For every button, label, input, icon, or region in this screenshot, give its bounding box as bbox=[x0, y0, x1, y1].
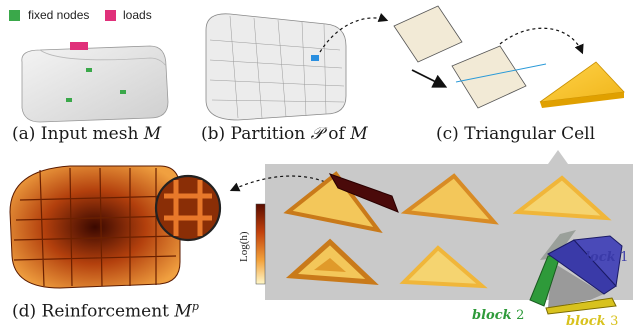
cell-variant bbox=[399, 245, 488, 289]
fixed-nodes-label: fixed nodes bbox=[28, 8, 90, 22]
triangular-cell bbox=[539, 61, 625, 108]
fixed-nodes-swatch bbox=[9, 10, 20, 21]
loads-swatch bbox=[105, 10, 116, 21]
block-2-label: block 2 bbox=[472, 308, 524, 323]
block-3-num: 3 bbox=[610, 314, 619, 329]
dashed-arrow bbox=[319, 12, 389, 53]
zoom-inset bbox=[154, 174, 222, 242]
caption-a-var: M bbox=[143, 124, 162, 144]
cell-variant bbox=[285, 238, 379, 286]
cell-variant bbox=[400, 173, 499, 225]
colorbar-label: Log(h) bbox=[238, 231, 250, 262]
caption-d-text: (d) Reinforcement bbox=[12, 301, 175, 322]
block-1-num: 1 bbox=[620, 250, 629, 265]
block-3-label: block 3 bbox=[566, 314, 618, 329]
cell-split bbox=[451, 45, 547, 109]
selected-cell bbox=[311, 55, 319, 61]
caption-d: (d) Reinforcement Mp bbox=[12, 300, 199, 322]
block-decomposition bbox=[529, 230, 623, 315]
caption-c: (c) Triangular Cell bbox=[436, 124, 596, 144]
fixed-node bbox=[120, 90, 126, 94]
caption-b-var: 𝒫 bbox=[310, 124, 323, 144]
caption-d-var: M bbox=[174, 301, 192, 322]
fixed-node bbox=[86, 68, 92, 72]
reinforcement-model bbox=[9, 165, 181, 289]
cell-variant bbox=[283, 171, 399, 233]
caption-d-sup: p bbox=[191, 300, 199, 313]
load-markers bbox=[70, 42, 88, 50]
dashed-arrow bbox=[229, 175, 331, 192]
caption-b-mid: of bbox=[322, 124, 351, 144]
block-1-label: block 1 bbox=[576, 250, 628, 265]
cell-variant bbox=[512, 175, 612, 221]
input-mesh bbox=[21, 42, 169, 123]
cell-square bbox=[393, 5, 463, 63]
fixed-node bbox=[66, 98, 72, 102]
caption-a: (a) Input mesh M bbox=[12, 124, 161, 144]
caption-b: (b) Partition 𝒫 of M bbox=[201, 124, 368, 144]
loads-label: loads bbox=[123, 8, 152, 22]
solid-arrow bbox=[411, 69, 448, 88]
caption-a-text: (a) Input mesh bbox=[12, 124, 144, 144]
partition-mesh bbox=[205, 13, 347, 121]
caption-b-text: (b) Partition bbox=[201, 124, 311, 144]
block-1-word: block bbox=[576, 250, 616, 265]
block-3-word: block bbox=[566, 314, 606, 329]
dashed-arrow bbox=[499, 27, 584, 55]
block-3 bbox=[545, 297, 617, 315]
caption-b-var2: M bbox=[350, 124, 368, 144]
block-2-word: block bbox=[472, 308, 512, 323]
colorbar bbox=[255, 203, 266, 285]
block-2-num: 2 bbox=[516, 308, 525, 323]
